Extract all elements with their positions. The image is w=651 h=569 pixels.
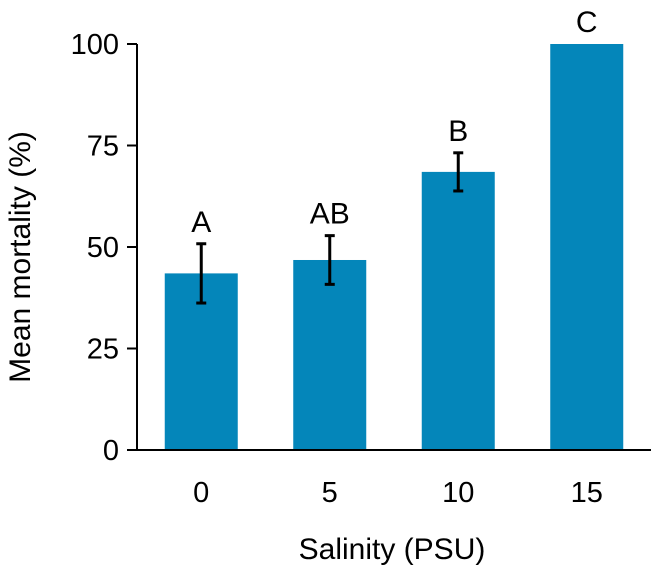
y-axis-ticks: 0 25 50 75 100 — [71, 29, 137, 467]
error-bar-0 — [196, 242, 207, 305]
x-tick-label: 5 — [322, 477, 338, 509]
y-tick-label: 25 — [87, 334, 119, 366]
y-axis-title: Mean mortality (%) — [4, 131, 37, 383]
significance-label-0: A — [191, 206, 211, 239]
x-axis-title: Salinity (PSU) — [299, 533, 486, 566]
x-tick-label: 0 — [193, 477, 209, 509]
significance-label-5: AB — [310, 198, 350, 231]
bar-5 — [293, 259, 367, 450]
y-tick-label: 75 — [87, 131, 119, 163]
x-tick-label: 10 — [442, 477, 474, 509]
error-bars — [196, 151, 464, 305]
y-tick-label: 50 — [87, 232, 119, 264]
bars — [164, 44, 624, 450]
error-bar-10 — [453, 151, 464, 193]
bar-10 — [421, 171, 495, 450]
y-tick-label: 0 — [103, 435, 119, 467]
bar-15 — [550, 44, 624, 450]
significance-labels: A AB B C — [191, 6, 597, 239]
x-tick-label: 15 — [571, 477, 603, 509]
x-axis-ticks: 0 5 10 15 — [193, 477, 603, 509]
error-bar-5 — [324, 234, 335, 286]
significance-label-10: B — [448, 115, 468, 148]
y-tick-label: 100 — [71, 29, 119, 61]
significance-label-15: C — [576, 6, 598, 39]
